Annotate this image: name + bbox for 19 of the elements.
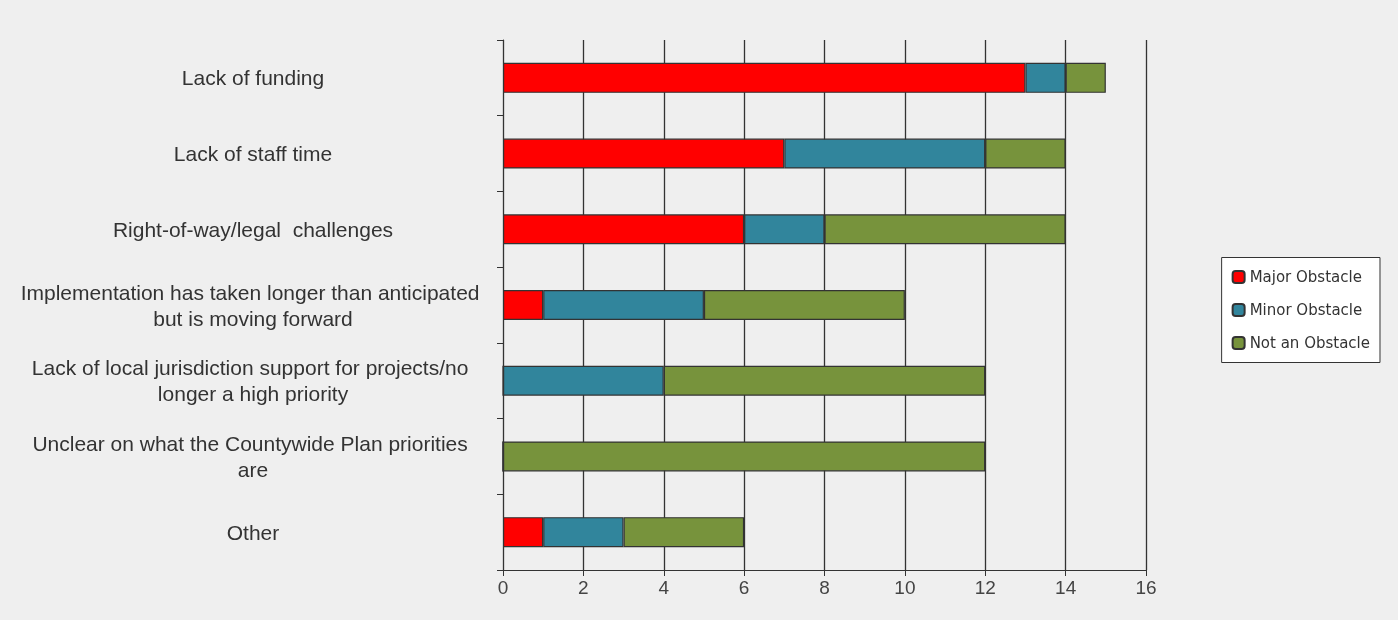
legend-label: Minor Obstacle: [1249, 301, 1363, 319]
y-tick-label: Lack of local jurisdiction support for projects/no longer a high priority: [31, 356, 475, 406]
x-tick-label: 2: [578, 577, 589, 598]
y-tick-label: Right-of-way/legal challenges: [112, 217, 394, 241]
y-tick-label: Unclear on what the Countywide Plan priorities are: [32, 431, 474, 481]
legend-label: Major Obstacle: [1249, 268, 1362, 286]
y-tick-label: Lack of funding: [181, 66, 325, 90]
x-tick-label: 12: [974, 577, 996, 598]
x-tick-label: 14: [1055, 577, 1077, 598]
x-tick-label: 8: [819, 577, 830, 598]
y-tick-label: Lack of staff time: [173, 142, 333, 166]
y-tick-label: Other: [226, 520, 280, 544]
x-tick-label: 0: [497, 577, 509, 598]
x-tick-label: 6: [738, 577, 750, 598]
x-tick-label: 16: [1135, 577, 1157, 598]
x-tick-label: 10: [894, 577, 916, 598]
legend-label: Not an Obstacle: [1249, 334, 1370, 352]
y-tick-label: Implementation has taken longer than anticipated but is moving forward: [20, 280, 486, 330]
x-tick-label: 4: [658, 577, 670, 598]
